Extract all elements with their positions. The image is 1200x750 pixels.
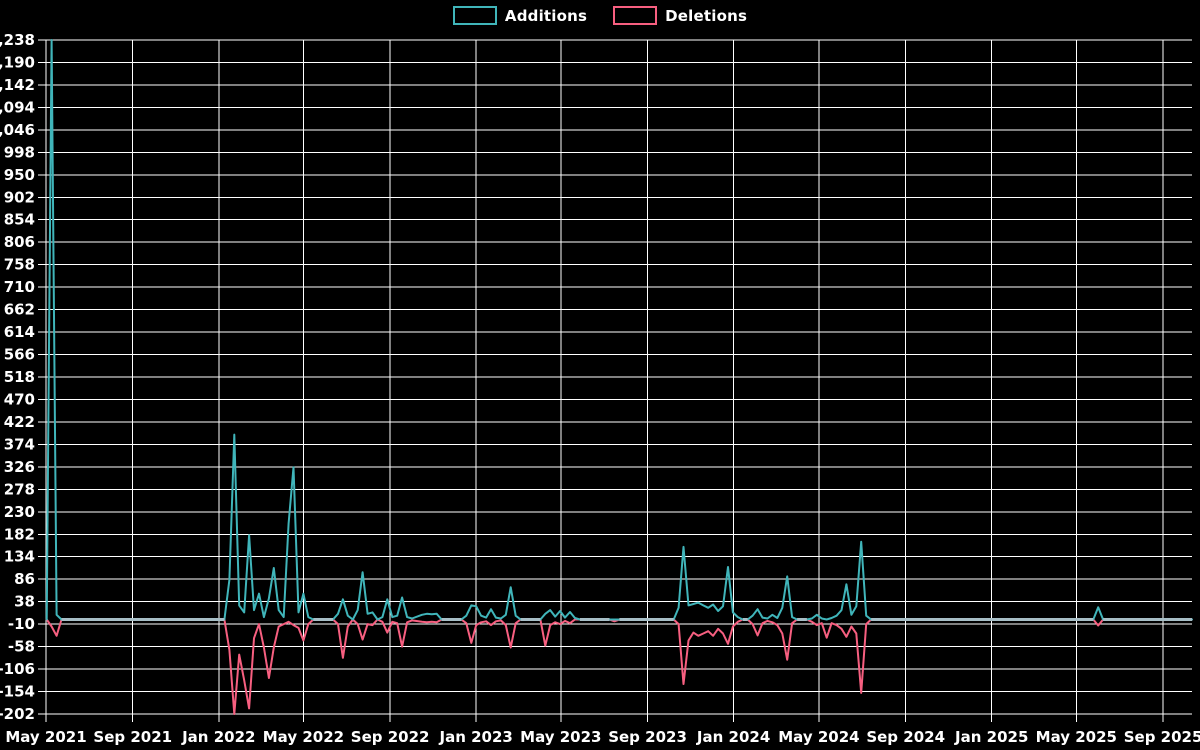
y-tick-label: 374 <box>4 435 35 453</box>
legend-label-additions: Additions <box>504 6 588 25</box>
y-tick-label: 1,046 <box>0 121 35 139</box>
y-tick-label: -10 <box>8 615 35 633</box>
y-tick-label: 1,094 <box>0 98 35 116</box>
y-tick-label: 230 <box>4 503 35 521</box>
y-tick-label: 86 <box>14 570 35 588</box>
x-tick-label: May 2023 <box>520 728 601 746</box>
tick-marks <box>38 39 1164 722</box>
y-tick-label: 902 <box>4 188 35 206</box>
x-tick-label: May 2022 <box>263 728 344 746</box>
x-tick-label: May 2021 <box>5 728 86 746</box>
y-tick-label: 758 <box>4 256 35 274</box>
deletions-line <box>45 618 1193 715</box>
additions-line <box>45 39 1193 621</box>
additions-swatch-icon <box>452 6 497 25</box>
x-tick-label: Jan 2023 <box>439 728 513 746</box>
y-tick-label: 806 <box>4 233 35 251</box>
y-tick-label: 566 <box>4 346 35 364</box>
y-tick-label: -154 <box>0 683 35 701</box>
x-tick-label: Jan 2022 <box>181 728 255 746</box>
y-tick-label: 710 <box>4 278 35 296</box>
y-tick-label: -202 <box>0 705 35 723</box>
x-tick-label: May 2025 <box>1036 728 1117 746</box>
y-tick-label: -106 <box>0 660 35 678</box>
y-tick-label: 1,142 <box>0 76 35 94</box>
x-tick-label: Sep 2021 <box>93 728 172 746</box>
y-tick-label: 662 <box>4 301 35 319</box>
y-tick-label: 950 <box>4 166 35 184</box>
y-tick-label: 1,190 <box>0 53 35 71</box>
y-tick-label: 854 <box>4 211 35 229</box>
y-tick-label: 614 <box>4 323 35 341</box>
y-tick-label: 998 <box>4 143 35 161</box>
y-tick-label: 518 <box>4 368 35 386</box>
gridlines <box>45 39 1192 715</box>
x-tick-label: Jan 2025 <box>954 728 1028 746</box>
chart-legend: Additions Deletions <box>0 6 1200 25</box>
legend-item-additions[interactable]: Additions <box>452 6 588 25</box>
x-tick-label: Sep 2023 <box>608 728 687 746</box>
y-tick-label: 278 <box>4 480 35 498</box>
y-tick-label: 326 <box>4 458 35 476</box>
legend-label-deletions: Deletions <box>665 6 748 25</box>
y-tick-label: -58 <box>8 638 35 656</box>
legend-item-deletions[interactable]: Deletions <box>613 6 747 25</box>
x-tick-label: Jan 2024 <box>696 728 770 746</box>
x-tick-label: Sep 2025 <box>1124 728 1200 746</box>
y-tick-label: 182 <box>4 525 35 543</box>
y-tick-label: 38 <box>14 593 35 611</box>
y-tick-label: 422 <box>4 413 35 431</box>
y-tick-label: 1,238 <box>0 31 35 49</box>
x-axis-tick-labels: May 2021 Sep 2021 Jan 2022 May 2022 Sep 2022… <box>5 728 1200 746</box>
y-tick-label: 470 <box>4 390 35 408</box>
y-tick-label: 134 <box>4 548 35 566</box>
x-tick-label: May 2024 <box>778 728 859 746</box>
x-tick-label: Sep 2024 <box>866 728 945 746</box>
y-axis-tick-labels: 1,238 1,190 1,142 1,094 1,046 998 950 902 854 806… <box>0 31 35 723</box>
deletions-swatch-icon <box>613 6 658 25</box>
x-tick-label: Sep 2022 <box>351 728 430 746</box>
